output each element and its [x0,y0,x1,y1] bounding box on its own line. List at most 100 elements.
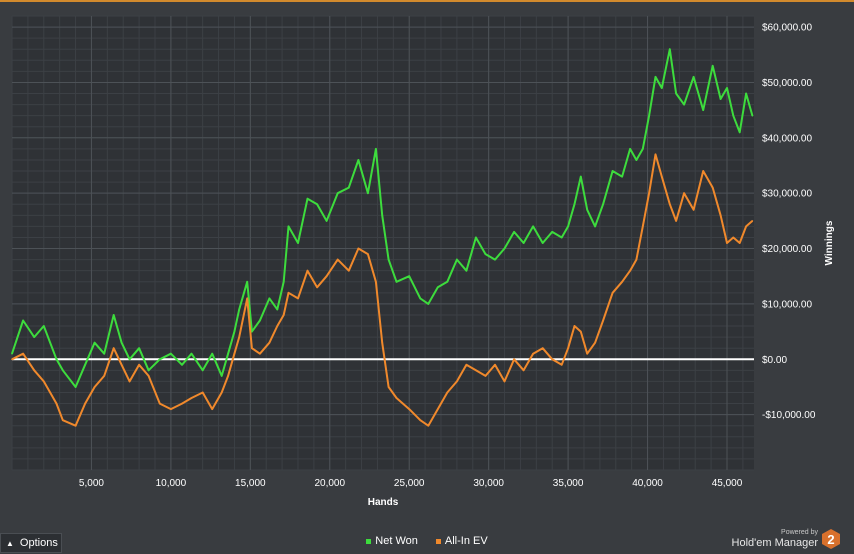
y-tick-label: $10,000.00 [762,299,812,310]
data-point-all-in-ev [276,325,279,327]
data-point-net-won [751,114,754,117]
data-point-net-won [55,358,58,361]
data-point-all-in-ev [675,220,677,222]
y-axis-ticks: $60,000.00 $50,000.00 $40,000.00 $30,000.00… [762,23,816,422]
data-point-all-in-ev [692,209,695,211]
data-point-net-won [427,303,430,305]
data-point-net-won [702,109,704,111]
data-point-all-in-ev [437,408,439,410]
data-point-net-won [325,220,328,222]
x-tick-label: 10,000 [156,478,187,489]
data-point-all-in-ev [522,369,525,372]
legend-item-net-won: Net Won [366,535,418,547]
data-point-net-won [745,92,747,95]
data-point-net-won [675,92,677,95]
data-point-all-in-ev [654,153,657,156]
data-point-all-in-ev [635,258,638,261]
data-point-all-in-ev [751,220,754,222]
data-point-net-won [437,286,439,289]
data-point-net-won [103,352,105,355]
data-point-net-won [446,281,449,283]
data-point-net-won [375,148,377,150]
data-point-net-won [522,242,525,244]
data-point-net-won [683,103,685,106]
x-tick-label: 35,000 [553,478,584,489]
data-point-all-in-ev [551,358,553,361]
data-point-all-in-ev [408,408,411,410]
y-tick-label: $40,000.00 [762,133,812,144]
top-accent-bar [0,0,854,2]
y-axis-title: Winnings [824,220,835,265]
data-point-net-won [711,65,714,67]
data-point-all-in-ev [316,286,318,289]
x-tick-label: 30,000 [473,478,504,489]
data-point-net-won [602,203,604,205]
data-point-net-won [395,281,398,283]
data-point-all-in-ev [573,325,576,327]
data-point-all-in-ev [648,192,650,194]
data-point-net-won [465,269,468,272]
data-point-net-won [287,225,290,228]
data-point-all-in-ev [190,397,193,399]
data-point-net-won [201,369,204,372]
data-point-all-in-ev [629,269,631,272]
y-tick-label: $50,000.00 [762,78,812,89]
data-point-all-in-ev [297,297,299,300]
data-point-all-in-ev [74,424,77,427]
data-point-all-in-ev [201,391,204,394]
data-point-all-in-ev [251,347,253,350]
data-point-all-in-ev [602,319,604,322]
data-point-net-won [551,231,553,233]
data-point-net-won [560,236,563,239]
data-point-net-won [381,214,384,217]
data-point-net-won [642,148,644,150]
data-point-net-won [112,314,115,316]
data-point-all-in-ev [419,419,422,422]
data-point-net-won [586,209,588,211]
data-point-net-won [719,98,722,100]
data-point-all-in-ev [683,192,685,194]
data-point-all-in-ev [532,352,534,355]
data-point-all-in-ev [268,341,271,344]
data-point-all-in-ev [33,369,35,372]
data-point-all-in-ev [43,380,45,383]
data-point-net-won [259,319,261,322]
legend-swatch-all-in-ev [435,538,441,544]
data-point-all-in-ev [170,408,172,410]
data-point-all-in-ev [427,424,430,427]
data-point-net-won [408,275,411,278]
data-point-all-in-ev [738,242,741,244]
options-button[interactable]: ▲ Options [0,533,62,553]
brand-name: Hold'em Manager [731,537,818,549]
data-point-all-in-ev [120,364,123,366]
data-point-all-in-ev [395,397,398,399]
data-point-net-won [738,131,741,134]
data-point-all-in-ev [387,386,390,388]
data-point-net-won [211,352,213,355]
x-tick-label: 25,000 [394,478,425,489]
data-point-all-in-ev [567,347,569,350]
y-tick-label: $60,000.00 [762,23,812,34]
data-point-all-in-ev [181,402,183,405]
data-point-all-in-ev [227,375,229,377]
legend-item-all-in-ev: All-In EV [435,535,488,547]
data-point-all-in-ev [503,380,506,383]
data-point-all-in-ev [702,170,704,172]
data-point-net-won [726,87,728,89]
data-point-all-in-ev [336,258,339,261]
data-point-net-won [181,364,183,366]
x-tick-label: 15,000 [235,478,266,489]
legend-swatch-net-won [366,538,372,544]
legend: Net Won All-In EV [0,535,854,547]
data-point-net-won [367,192,369,194]
data-point-net-won [316,203,318,205]
data-point-all-in-ev [357,247,360,250]
data-point-all-in-ev [669,203,671,205]
data-point-net-won [297,242,299,244]
data-point-net-won [220,375,223,377]
data-point-all-in-ev [84,402,86,405]
data-point-net-won [635,159,638,161]
x-axis-ticks: 5,000 10,000 15,000 20,000 25,000 30,000 35,00… [79,478,743,489]
data-point-all-in-ev [93,386,96,388]
x-tick-label: 45,000 [712,478,743,489]
